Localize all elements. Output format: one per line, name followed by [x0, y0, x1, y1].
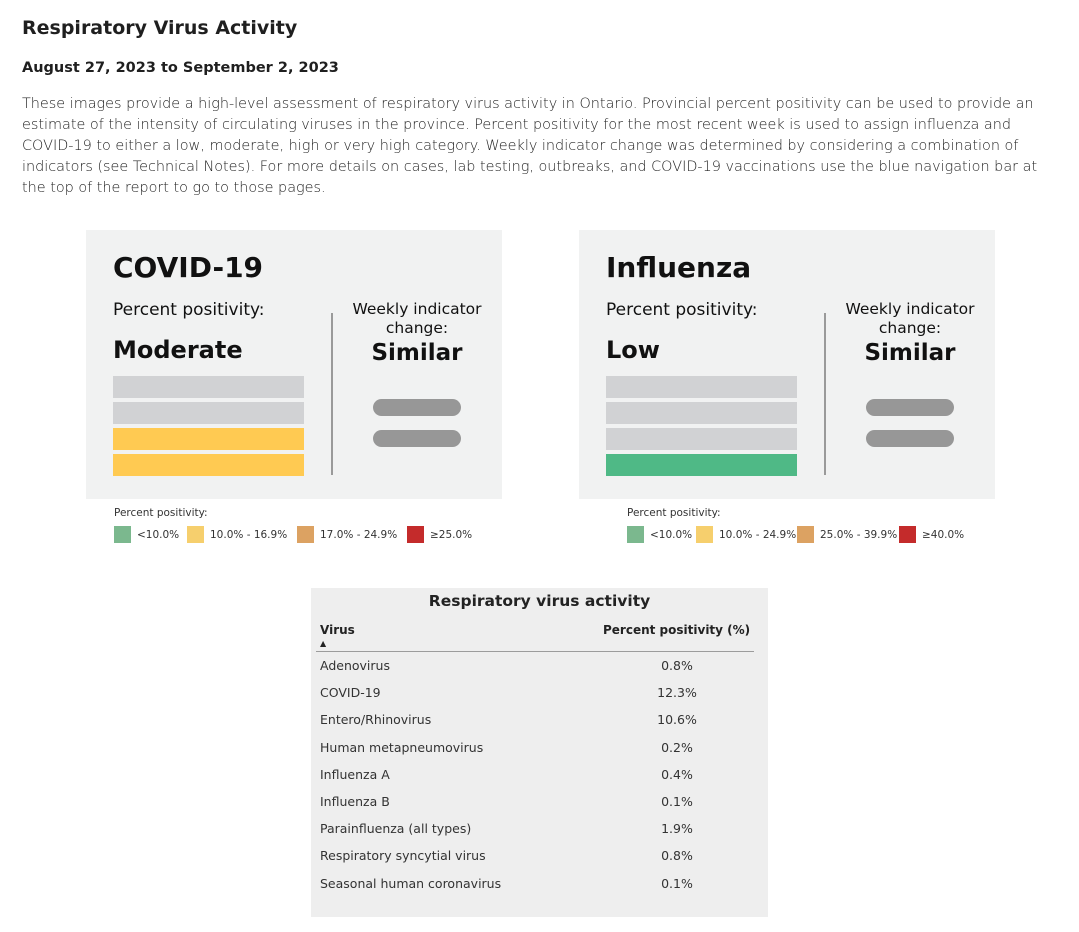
legend-title: Percent positivity:: [114, 507, 208, 519]
column-header-percent-positivity[interactable]: Percent positivity (%): [603, 623, 751, 637]
influenza-level-bar-3: [606, 402, 797, 424]
legend-label: 10.0% - 16.9%: [210, 528, 288, 541]
legend-label: 25.0% - 39.9%: [820, 528, 898, 541]
table-row: Parainfluenza (all types) 1.9%: [311, 821, 768, 848]
legend-item-low: <10.0%: [627, 526, 692, 543]
covid-level-bar-3: [113, 402, 304, 424]
virus-percent-positivity: 0.8%: [661, 658, 693, 673]
legend-item-high: 17.0% - 24.9%: [297, 526, 397, 543]
intro-text: These images provide a high-level assess…: [22, 96, 1038, 196]
covid-level-bar-1: [113, 454, 304, 476]
virus-percent-positivity: 12.3%: [657, 685, 697, 701]
virus-percent-positivity: 0.2%: [661, 739, 693, 755]
virus-name: Influenza A: [320, 766, 390, 782]
header-divider: [316, 651, 754, 652]
equals-icon-bottom: [866, 430, 954, 447]
influenza-percent-positivity-label: Percent positivity:: [606, 300, 758, 320]
legend-item-very-high: ≥40.0%: [899, 526, 964, 543]
virus-percent-positivity: 0.4%: [661, 766, 693, 782]
covid-percent-positivity-label: Percent positivity:: [113, 300, 265, 320]
legend-label: ≥40.0%: [922, 528, 965, 541]
legend-label: ≥25.0%: [430, 528, 473, 541]
virus-name: COVID-19: [320, 685, 381, 701]
covid-level: Moderate: [113, 336, 243, 364]
legend-swatch-moderate: [696, 526, 713, 543]
legend-swatch-very-high: [407, 526, 424, 543]
legend-label: <10.0%: [650, 528, 693, 541]
legend-swatch-low: [627, 526, 644, 543]
influenza-divider: [824, 313, 826, 475]
influenza-level: Low: [606, 336, 660, 364]
virus-percent-positivity: 10.6%: [657, 712, 697, 728]
influenza-level-bar-2: [606, 428, 797, 450]
virus-name: Seasonal human coronavirus: [320, 875, 502, 891]
virus-activity-table: Respiratory virus activity Virus ▲ Perce…: [311, 588, 768, 917]
legend-swatch-low: [114, 526, 131, 543]
virus-percent-positivity: 0.1%: [661, 875, 693, 891]
legend-item-very-high: ≥25.0%: [407, 526, 472, 543]
covid-level-bar-4: [113, 376, 304, 398]
equals-icon-top: [866, 399, 954, 416]
covid-divider: [331, 313, 333, 475]
legend-swatch-very-high: [899, 526, 916, 543]
page-title: Respiratory Virus Activity: [22, 17, 298, 39]
virus-percent-positivity: 1.9%: [661, 821, 693, 837]
legend-swatch-high: [297, 526, 314, 543]
table-row: Human metapneumovirus 0.2%: [311, 740, 768, 767]
influenza-level-bar-1: [606, 454, 797, 476]
covid-weekly-indicator-label: Weekly indicator change:: [352, 300, 482, 337]
table-row: Adenovirus 0.8%: [311, 658, 768, 685]
influenza-weekly-indicator-label: Weekly indicator change:: [845, 300, 975, 337]
legend-item-high: 25.0% - 39.9%: [797, 526, 897, 543]
legend-title: Percent positivity:: [627, 507, 721, 519]
virus-percent-positivity: 0.1%: [661, 794, 693, 809]
legend-swatch-moderate: [187, 526, 204, 543]
legend-label: <10.0%: [137, 528, 180, 541]
legend-label: 10.0% - 24.9%: [719, 528, 797, 541]
influenza-weekly-indicator-value: Similar: [864, 340, 956, 366]
legend-item-low: <10.0%: [114, 526, 179, 543]
virus-name: Entero/Rhinovirus: [320, 712, 432, 728]
equals-icon-top: [373, 399, 461, 416]
influenza-level-bar-4: [606, 376, 797, 398]
covid-weekly-indicator-value: Similar: [371, 340, 463, 366]
legend-swatch-high: [797, 526, 814, 543]
equals-icon-bottom: [373, 430, 461, 447]
legend-label: 17.0% - 24.9%: [320, 528, 398, 541]
legend-item-moderate: 10.0% - 24.9%: [696, 526, 796, 543]
table-row: Influenza B 0.1%: [311, 794, 768, 821]
covid-card: COVID-19 Percent positivity: Moderate We…: [86, 230, 502, 499]
influenza-card-title: Influenza: [606, 251, 752, 284]
virus-name: Influenza B: [320, 794, 390, 809]
column-header-virus[interactable]: Virus: [320, 623, 355, 637]
virus-name: Parainfluenza (all types): [320, 821, 472, 837]
date-range: August 27, 2023 to September 2, 2023: [22, 60, 339, 76]
virus-name: Respiratory syncytial virus: [320, 848, 486, 864]
table-row: Respiratory syncytial virus 0.8%: [311, 848, 768, 875]
sort-ascending-icon[interactable]: ▲: [320, 639, 327, 648]
table-row: Influenza A 0.4%: [311, 767, 768, 794]
table-row: Entero/Rhinovirus 10.6%: [311, 712, 768, 739]
virus-name: Adenovirus: [320, 658, 390, 673]
virus-name: Human metapneumovirus: [320, 739, 484, 755]
influenza-card: Influenza Percent positivity: Low Weekly…: [579, 230, 995, 499]
covid-level-bar-2: [113, 428, 304, 450]
legend-item-moderate: 10.0% - 16.9%: [187, 526, 287, 543]
virus-percent-positivity: 0.8%: [661, 848, 693, 864]
table-row: Seasonal human coronavirus 0.1%: [311, 876, 768, 903]
table-row: COVID-19 12.3%: [311, 685, 768, 712]
covid-card-title: COVID-19: [113, 251, 264, 284]
table-title: Respiratory virus activity: [428, 592, 651, 610]
